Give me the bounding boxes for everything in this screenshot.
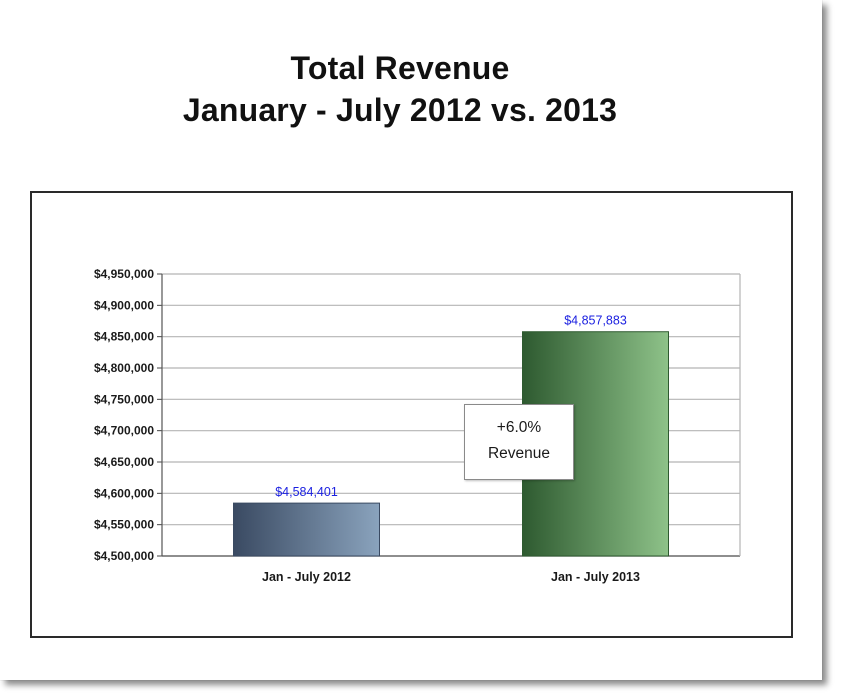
y-tick-label: $4,750,000 [94,392,154,406]
y-tick-label: $4,850,000 [94,330,154,344]
bars [233,331,669,557]
data-label: $4,584,401 [275,485,338,499]
y-tick-label: $4,800,000 [94,361,154,375]
y-tick-label: $4,550,000 [94,518,154,532]
x-category-label: Jan - July 2013 [551,570,640,584]
y-tick-label: $4,700,000 [94,424,154,438]
callout-label: Revenue [487,445,551,462]
bar [233,502,380,557]
callout-percent: +6.0% [496,419,542,436]
revenue-change-callout: +6.0% Revenue [464,404,574,480]
x-category-label: Jan - July 2012 [262,570,351,584]
data-labels: $4,584,401 $4,857,883 [275,314,627,499]
chart-title-line-2: January - July 2012 vs. 2013 [182,92,618,128]
y-tick-label: $4,900,000 [94,298,154,312]
chart-page: Total Revenue January - July 2012 vs. 20… [30,50,793,638]
y-tick-label: $4,600,000 [94,486,154,500]
chart-title-line-1: Total Revenue [290,50,510,86]
y-tick-label: $4,650,000 [94,455,154,469]
y-tick-label: $4,950,000 [94,267,154,281]
y-tick-label: $4,500,000 [94,549,154,563]
x-axis-labels: Jan - July 2012 Jan - July 2013 [262,570,640,584]
y-axis-ticks: $4,500,000 $4,550,000 $4,600,000 $4,650,000… [94,267,154,563]
data-label: $4,857,883 [564,314,627,328]
